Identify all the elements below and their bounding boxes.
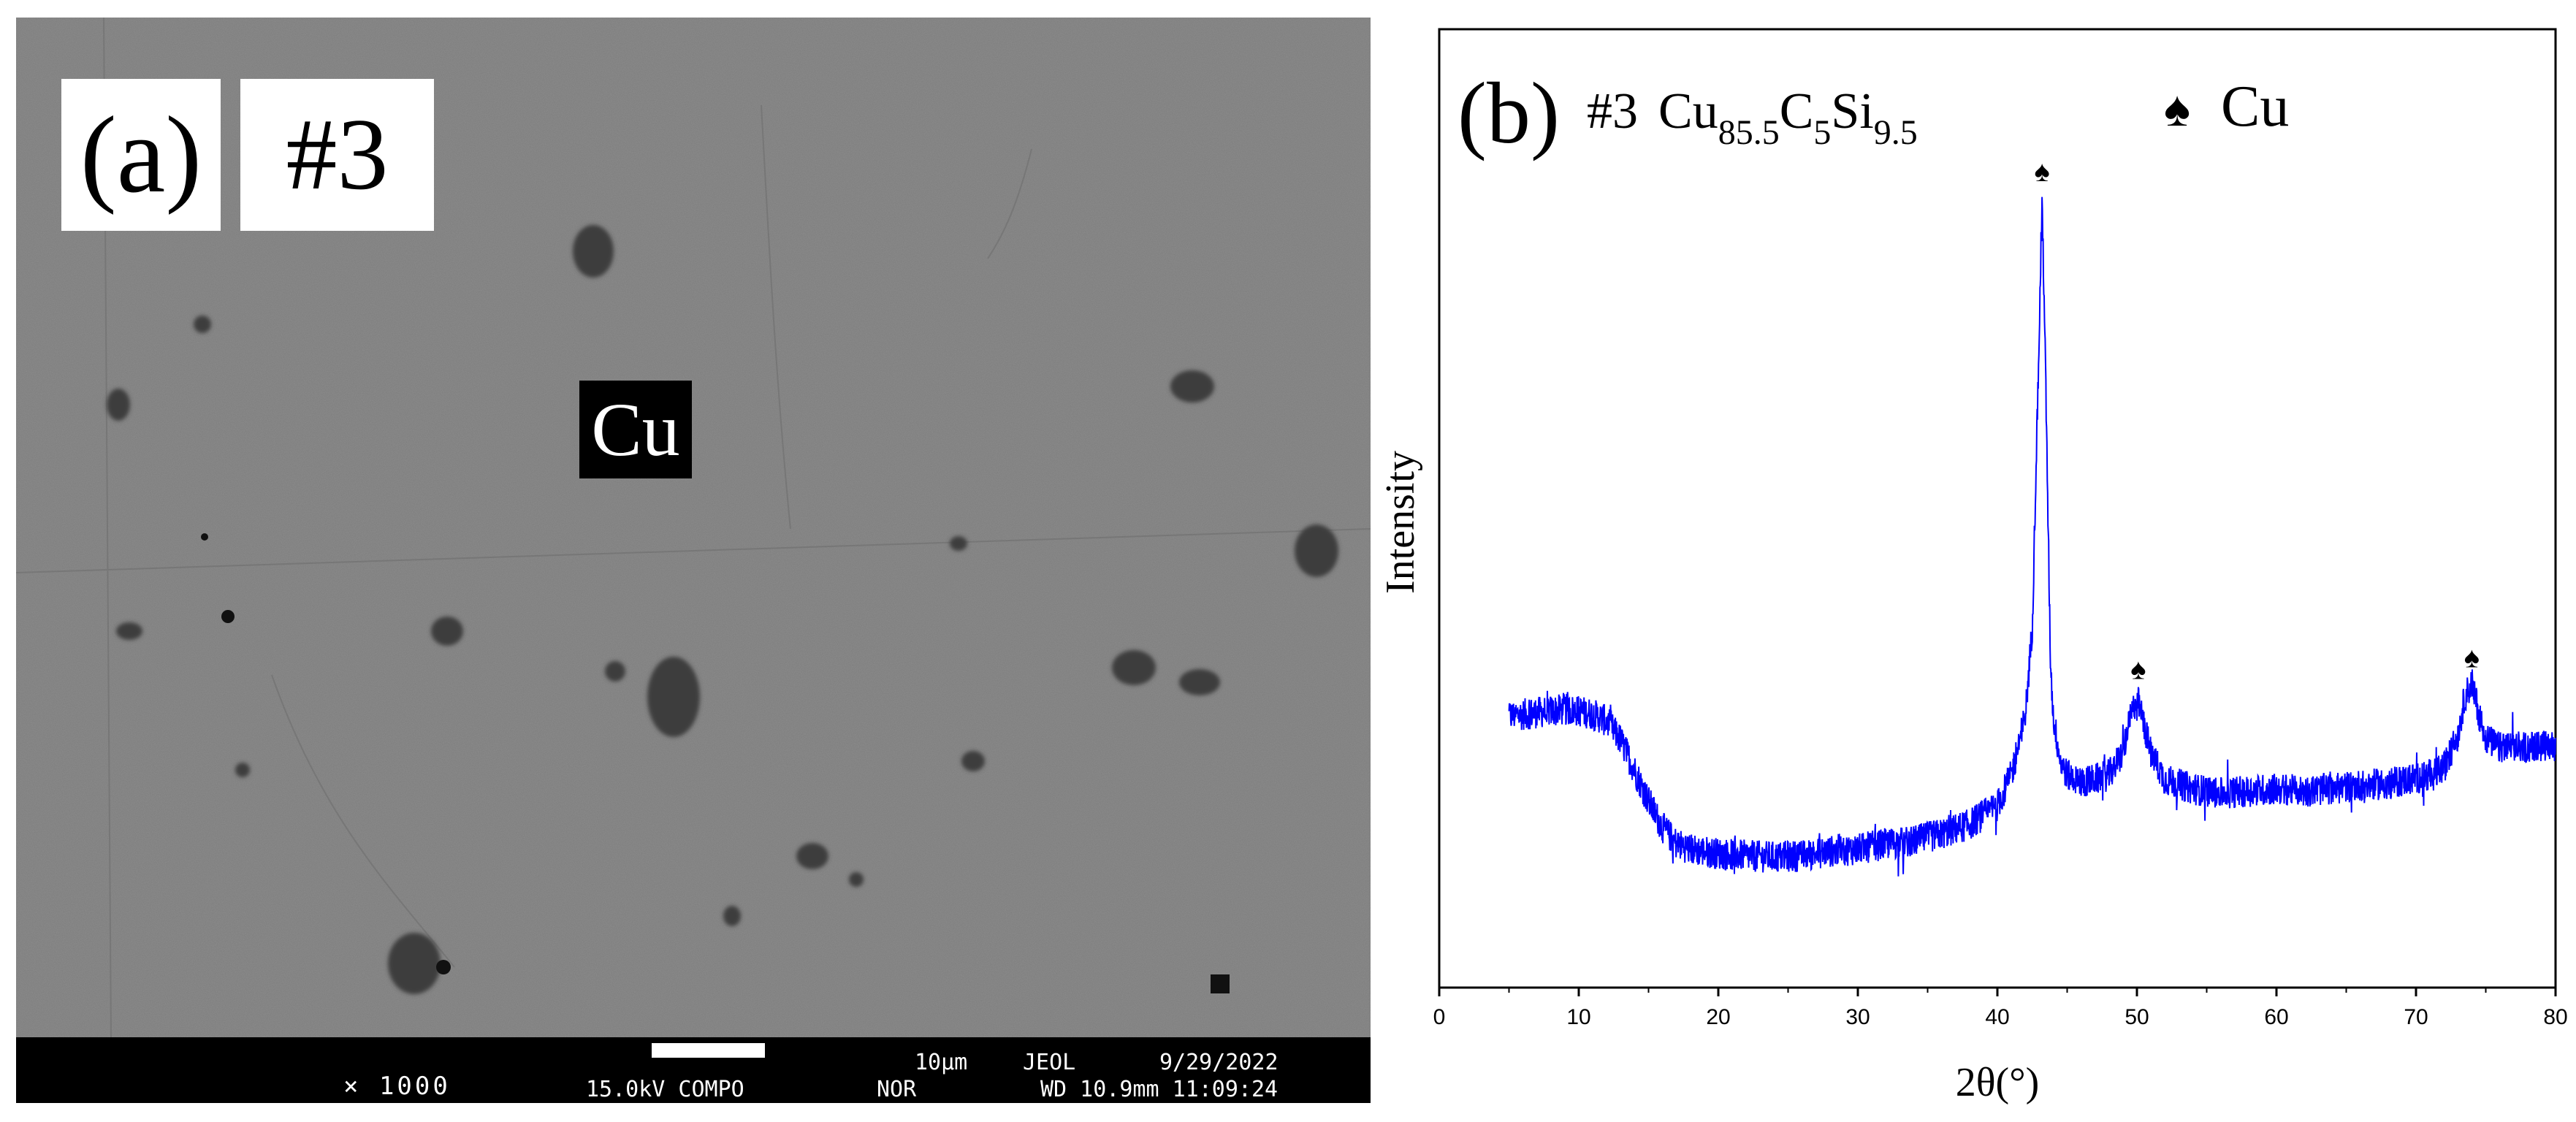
xrd-chart-panel: 0 10 20 30 40 50 60 70 80 ♠ ♠ ♠ (b) #3 Cu85.5C5Si9.… xyxy=(1381,0,2576,1122)
x-tick-label: 60 xyxy=(2264,1005,2288,1029)
plot-frame xyxy=(1438,28,2557,989)
x-tick-label: 20 xyxy=(1706,1005,1730,1029)
xrd-chart: 0 10 20 30 40 50 60 70 80 ♠♠ ♠ (b) #3 Cu85.5C5Si9.… xyxy=(1381,28,2568,1105)
composition-sample: #3 xyxy=(1587,83,1638,140)
scale-bar-label: 10µm xyxy=(915,1050,968,1075)
legend-symbol: ♠ xyxy=(2164,81,2190,137)
sem-micrograph-panel: (a) #3 Cu × 1000 10µm JEOL 9/29/2022 15.… xyxy=(16,18,1371,1103)
x-tick-label: 40 xyxy=(1985,1005,2009,1029)
peak-marker-symbol: ♠ xyxy=(2034,155,2049,188)
instrument-brand: JEOL xyxy=(1023,1050,1076,1075)
y-axis-label: Intensity xyxy=(1381,451,1423,594)
x-tick-label: 70 xyxy=(2404,1005,2428,1029)
x-axis-ticks xyxy=(1438,988,2557,996)
xrd-pattern-line xyxy=(1508,196,2556,877)
legend-label: Cu xyxy=(2221,75,2289,139)
sem-info-bar: × 1000 10µm JEOL 9/29/2022 15.0kV COMPO … xyxy=(16,1037,1371,1103)
working-distance-time: WD 10.9mm 11:09:24 xyxy=(1040,1077,1279,1102)
sample-number-label: #3 xyxy=(240,79,434,231)
scale-bar xyxy=(652,1043,765,1058)
composition-c: C xyxy=(1780,83,1814,140)
acquisition-date: 9/29/2022 xyxy=(1159,1050,1279,1075)
x-tick-label: 0 xyxy=(1433,1005,1446,1029)
black-particles xyxy=(201,533,1230,993)
x-axis-tick-labels: 0 10 20 30 40 50 60 70 80 xyxy=(1433,1005,2568,1029)
composition-c-sub: 5 xyxy=(1813,113,1831,152)
magnification: × 1000 xyxy=(343,1072,451,1101)
peak-marker-symbol: ♠ xyxy=(2130,653,2146,686)
dark-inclusions xyxy=(107,225,1338,994)
x-axis-label: 2θ(°) xyxy=(1956,1060,2040,1105)
x-tick-label: 80 xyxy=(2543,1005,2567,1029)
composition-cu: Cu xyxy=(1658,83,1718,140)
scan-mode: NOR xyxy=(877,1077,917,1102)
panel-b-label: (b) xyxy=(1457,64,1560,161)
sem-micrograph-image: (a) #3 Cu xyxy=(16,18,1371,1037)
phase-label-cu: Cu xyxy=(579,381,692,478)
composition-cu-sub: 85.5 xyxy=(1718,113,1780,152)
panel-a-label: (a) xyxy=(61,79,221,231)
x-tick-label: 50 xyxy=(2125,1005,2149,1029)
composition-si: Si xyxy=(1831,83,1873,140)
composition-si-sub: 9.5 xyxy=(1874,113,1918,152)
peak-markers: ♠ ♠ ♠ xyxy=(2034,155,2480,686)
voltage-mode: 15.0kV COMPO xyxy=(586,1077,744,1102)
x-tick-label: 10 xyxy=(1566,1005,1590,1029)
peak-marker-symbol: ♠ xyxy=(2464,641,2480,674)
x-tick-label: 30 xyxy=(1845,1005,1870,1029)
composition-label: #3 Cu85.5C5Si9.5 xyxy=(1587,83,1918,152)
